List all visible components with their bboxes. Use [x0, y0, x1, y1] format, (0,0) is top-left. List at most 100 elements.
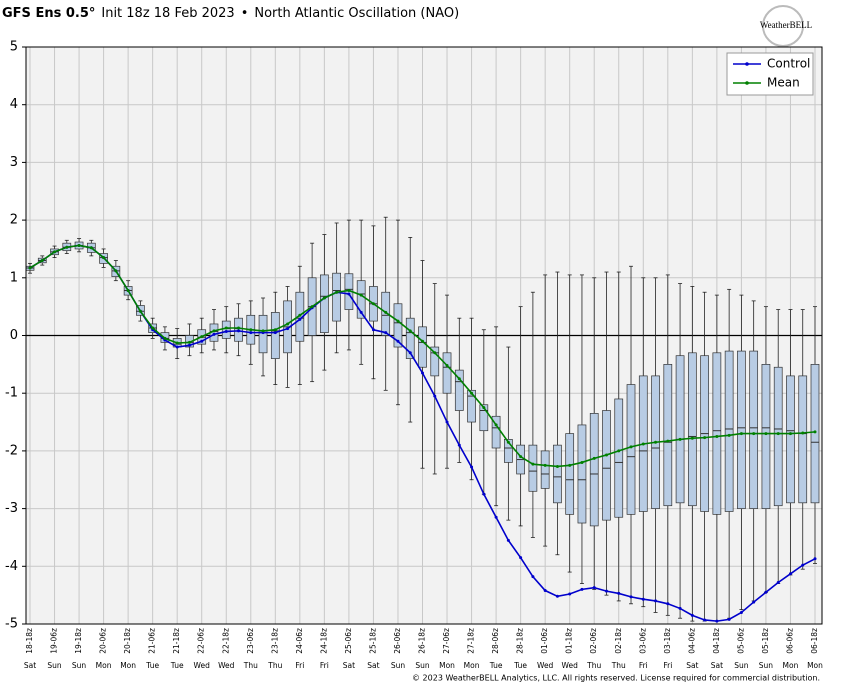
- series-point: [531, 575, 535, 579]
- series-point: [384, 310, 388, 314]
- series-point: [359, 310, 363, 314]
- series-point: [752, 600, 756, 604]
- x-tick-label: 06-18z: [810, 628, 819, 654]
- series-point: [433, 394, 437, 398]
- x-tick-label: 06-06z: [785, 628, 794, 654]
- series-point: [53, 250, 57, 254]
- series-point: [739, 610, 743, 614]
- series-point: [322, 296, 326, 300]
- x-tick-label: 03-18z: [663, 628, 672, 654]
- day-label: Thu: [267, 661, 282, 670]
- series-point: [580, 460, 584, 464]
- series-point: [788, 572, 792, 576]
- legend-marker: [745, 81, 749, 85]
- series-point: [568, 592, 572, 596]
- series-point: [629, 595, 633, 599]
- series-point: [543, 463, 547, 467]
- x-tick-label: 25-18z: [368, 628, 377, 654]
- series-point: [727, 433, 731, 437]
- series-point: [187, 340, 191, 344]
- day-label: Sun: [734, 661, 749, 670]
- box: [320, 274, 329, 333]
- box: [626, 384, 636, 515]
- x-tick-label: 21-06z: [148, 628, 157, 654]
- x-tick-label: 20-18z: [123, 628, 132, 654]
- series-point: [764, 432, 768, 436]
- day-label: Mon: [807, 661, 823, 670]
- day-label: Fri: [295, 661, 304, 670]
- y-tick-label: 2: [10, 213, 18, 228]
- day-label: Fri: [320, 661, 329, 670]
- plot-border: [25, 46, 823, 625]
- series-point: [200, 339, 204, 343]
- series-point: [408, 329, 412, 333]
- box: [737, 350, 746, 509]
- box: [270, 312, 280, 359]
- legend-box: [726, 52, 814, 96]
- logo-ring: [762, 5, 804, 47]
- y-tick-label: 5: [10, 40, 18, 55]
- series-point: [494, 515, 498, 519]
- series-point: [298, 317, 302, 321]
- series-point: [776, 580, 780, 584]
- copyright: © 2023 WeatherBELL Analytics, LLC. All r…: [412, 674, 820, 683]
- series-point: [739, 432, 743, 436]
- series-point: [408, 351, 412, 355]
- box: [454, 369, 464, 411]
- series-point: [286, 327, 290, 331]
- logo: WeatherBELL: [760, 20, 812, 30]
- day-label: Sun: [415, 661, 430, 670]
- legend-label: Control: [767, 57, 810, 71]
- series-point: [102, 256, 106, 260]
- series-point: [470, 465, 474, 469]
- y-tick-label: 1: [10, 270, 18, 285]
- box: [528, 444, 538, 492]
- box: [675, 355, 685, 504]
- box: [810, 364, 820, 504]
- box: [553, 444, 562, 504]
- x-tick-label: 04-06z: [687, 628, 696, 654]
- box: [589, 413, 599, 527]
- box: [749, 350, 759, 509]
- box: [798, 375, 808, 504]
- series-point: [727, 617, 731, 621]
- series-point: [249, 328, 253, 332]
- x-tick-label: 26-06z: [393, 628, 402, 654]
- series-point: [654, 599, 658, 603]
- y-tick-label: 3: [10, 155, 18, 170]
- x-tick-label: 19-18z: [74, 628, 83, 654]
- series-point: [40, 258, 44, 262]
- y-tick-label: 0: [10, 328, 18, 343]
- day-label: Sat: [686, 661, 698, 670]
- day-label: Sun: [47, 661, 62, 670]
- day-label: Sat: [367, 661, 379, 670]
- box: [712, 352, 722, 515]
- legend-marker: [745, 62, 749, 66]
- day-label: Mon: [120, 661, 136, 670]
- series-point: [506, 538, 510, 542]
- series-point: [494, 423, 498, 427]
- x-tick-label: 24-06z: [295, 628, 304, 654]
- box: [221, 320, 231, 339]
- box: [504, 439, 513, 463]
- y-tick-label: -4: [5, 559, 18, 574]
- box: [687, 352, 697, 507]
- series-point: [592, 586, 596, 590]
- day-label: Wed: [218, 661, 235, 670]
- series-point: [715, 434, 719, 438]
- series-point: [678, 606, 682, 610]
- day-label: Wed: [562, 661, 579, 670]
- series-point: [580, 587, 584, 591]
- x-tick-label: 05-06z: [736, 628, 745, 654]
- series-point: [187, 343, 191, 347]
- series-point: [519, 455, 523, 459]
- day-label: Thu: [586, 661, 601, 670]
- series-point: [641, 597, 645, 601]
- box: [602, 410, 611, 521]
- series-point: [690, 613, 694, 617]
- day-label: Tue: [513, 661, 527, 670]
- box: [442, 352, 452, 394]
- box: [577, 424, 587, 524]
- x-tick-label: 28-18z: [516, 628, 525, 654]
- box: [761, 364, 771, 509]
